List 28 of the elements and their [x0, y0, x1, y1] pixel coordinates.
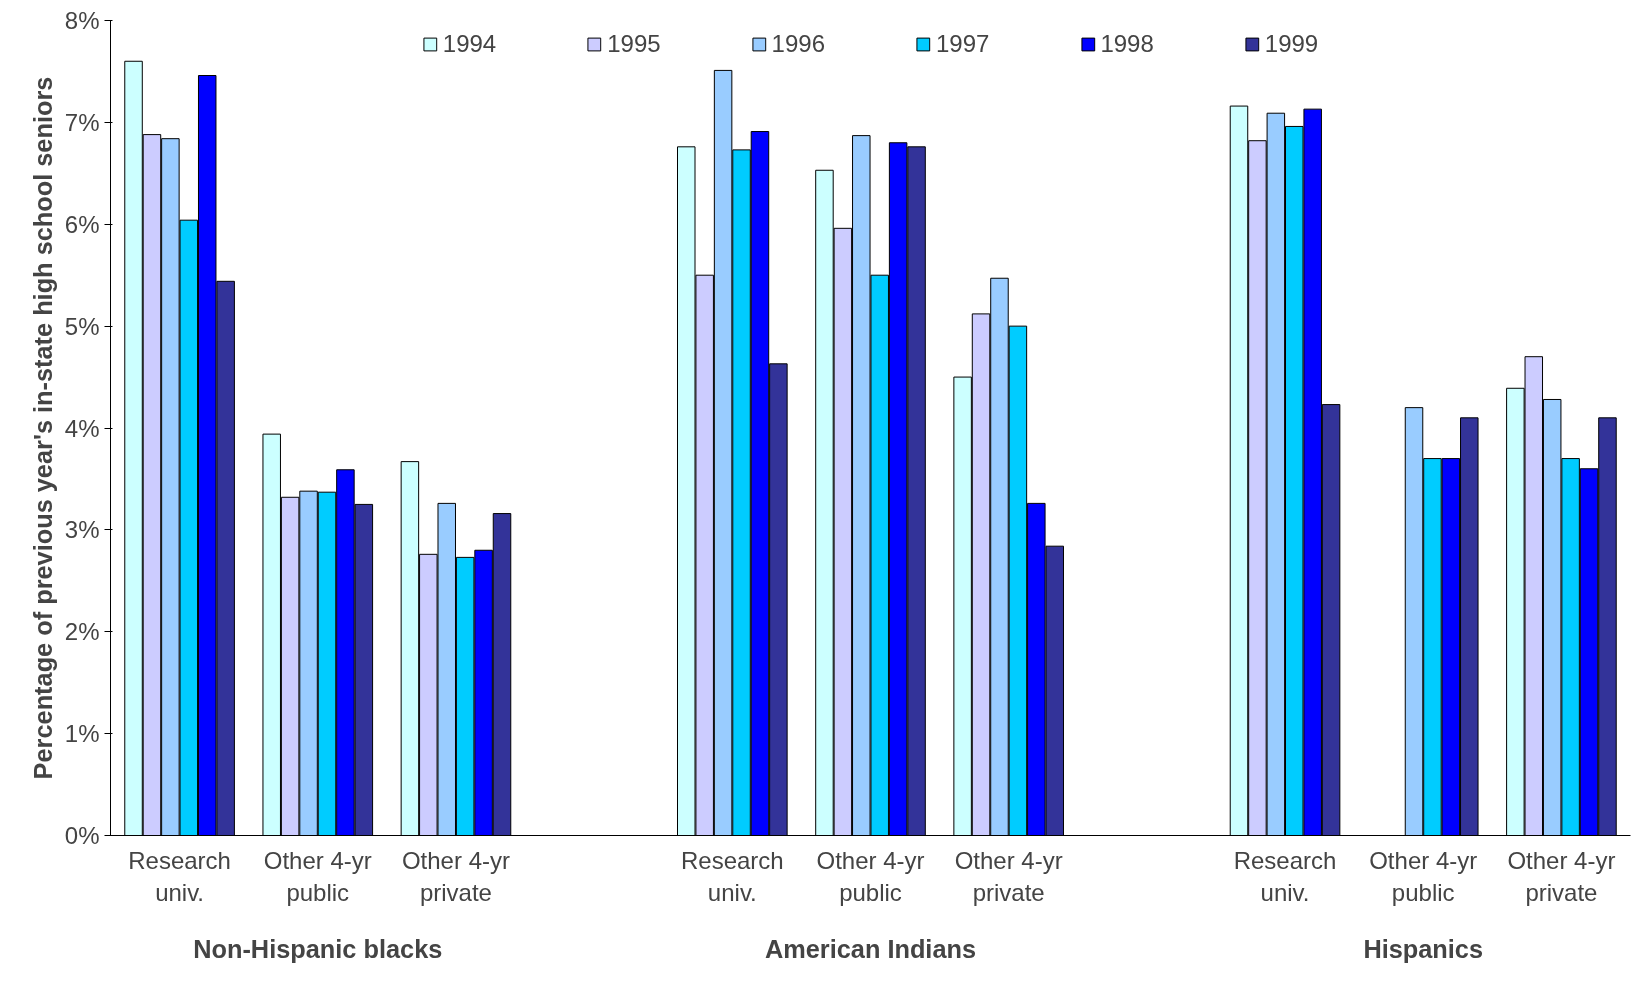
text: Hispanics	[1363, 934, 1484, 963]
text: Non-Hispanic blacks	[193, 934, 443, 963]
y-tick-label: 7%	[64, 108, 100, 136]
y-tick-label: 2%	[64, 618, 100, 646]
legend-label: 1999	[1264, 30, 1319, 58]
text: American Indians	[764, 934, 977, 963]
x-tick-label: Other 4-yr private	[954, 846, 1063, 906]
y-tick-label: 0%	[64, 822, 100, 849]
legend-label: 1995	[607, 30, 661, 58]
x-tick-label: Research univ.	[128, 846, 231, 906]
x-tick-label: Research univ.	[680, 846, 784, 906]
legend-label: 1998	[1100, 30, 1154, 58]
legend-label: 1994	[442, 30, 497, 58]
x-tick-label: Other 4-yr private	[401, 846, 510, 906]
y-tick-label: 3%	[64, 516, 100, 544]
legend-label: 1997	[936, 30, 990, 58]
x-tick-label: Other 4-yr public	[1369, 846, 1478, 906]
y-axis-title: Percentage of previous year's in-state high school seniors	[28, 76, 57, 780]
y-tick-label: 1%	[64, 720, 100, 748]
legend-label: 1996	[771, 30, 825, 58]
x-tick-label: Other 4-yr public	[816, 846, 925, 906]
x-tick-label: Other 4-yr private	[1507, 846, 1616, 906]
x-tick-label: Other 4-yr public	[263, 846, 372, 906]
y-tick-label: 6%	[64, 210, 100, 238]
x-tick-label: Research univ.	[1233, 846, 1337, 906]
y-tick-label: 8%	[64, 7, 100, 34]
y-tick-label: 4%	[64, 414, 100, 442]
y-tick-label: 5%	[64, 312, 100, 340]
